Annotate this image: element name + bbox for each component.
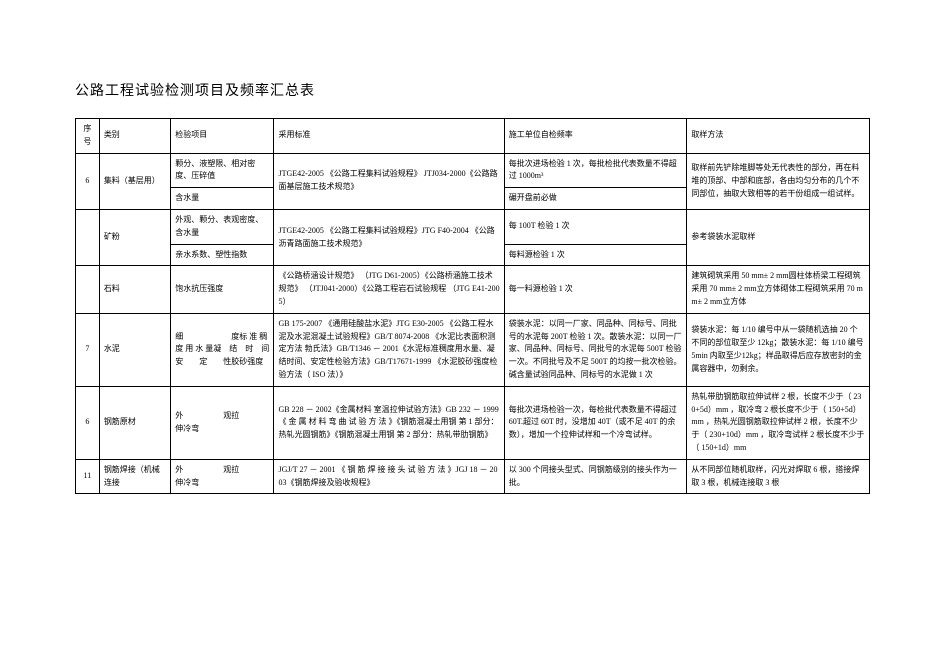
cell-category: 水泥 bbox=[99, 313, 170, 386]
cell-method: 袋装水泥：每 1/10 编号中从一袋随机选抽 20 个不同的部位取至少 12kg… bbox=[687, 313, 870, 386]
cell-seq bbox=[76, 266, 100, 313]
table-row: 11 钢筋焊接（机械连接 外 观拉 伸冷弯 JGJ/T 27 － 2001 《 … bbox=[76, 459, 870, 494]
cell-item: 外 观拉 伸冷弯 bbox=[171, 459, 274, 494]
cell-frequency: 以 300 个同接头型式、同钢筋级别的接头作为一批。 bbox=[504, 459, 687, 494]
table-row: 石料 饱水抗压强度 《公路桥涵设计规范》 （JTG D61-2005）《公路桥涵… bbox=[76, 266, 870, 313]
cell-seq: 6 bbox=[76, 153, 100, 209]
table-row: 6 集料（基层用） 颗分、液塑限、相对密度、压碎值 JTGE42-2005 《公… bbox=[76, 153, 870, 188]
cell-standard: JTGE42-2005 《公路工程集料试验规程》 JTJ034-2000《公路路… bbox=[274, 153, 504, 209]
cell-frequency: 袋装水泥：以同一厂家、同品种、同标号、同批号的水泥每 200T 检验 1 次。散… bbox=[504, 313, 687, 386]
cell-seq bbox=[76, 209, 100, 265]
table-row: 6 钢筋原材 外 观拉 伸冷弯 GB 228 － 2002《金属材料 室温拉伸试… bbox=[76, 386, 870, 459]
page-container: 公路工程试验检测项目及频率汇总表 序号 类别 检验项目 采用标准 施工单位自检频… bbox=[0, 0, 945, 494]
col-header-item: 检验项目 bbox=[171, 119, 274, 154]
cell-category: 钢筋原材 bbox=[99, 386, 170, 459]
cell-item: 含水量 bbox=[171, 188, 274, 210]
cell-standard: JTGE42-2005 《公路工程集料试验规程》JTG F40-2004 《公路… bbox=[274, 209, 504, 265]
cell-standard: GB 175-2007 《通用硅酸盐水泥》JTG E30-2005 《公路工程水… bbox=[274, 313, 504, 386]
cell-category: 矿粉 bbox=[99, 209, 170, 265]
cell-frequency: 碾开盘前必做 bbox=[504, 188, 687, 210]
cell-item: 外观、颗分、表观密度、含水量 bbox=[171, 209, 274, 244]
summary-table: 序号 类别 检验项目 采用标准 施工单位自检频率 取样方法 6 集料（基层用） … bbox=[75, 118, 870, 494]
cell-standard: 《公路桥涵设计规范》 （JTG D61-2005）《公路桥涵施工技术规范》 （J… bbox=[274, 266, 504, 313]
cell-standard: GB 228 － 2002《金属材料 室温拉伸试验方法》GB 232 － 199… bbox=[274, 386, 504, 459]
cell-method: 热轧带肋钢筋取拉伸试样 2 根，长度不少于（ 230+5d）mm ，取冷弯 2 … bbox=[687, 386, 870, 459]
table-header-row: 序号 类别 检验项目 采用标准 施工单位自检频率 取样方法 bbox=[76, 119, 870, 154]
cell-item: 颗分、液塑限、相对密度、压碎值 bbox=[171, 153, 274, 188]
cell-item: 外 观拉 伸冷弯 bbox=[171, 386, 274, 459]
cell-method: 从不同部位随机取样，闪光对焊取 6 根，搭接焊取 3 根，机械连接取 3 根 bbox=[687, 459, 870, 494]
cell-frequency: 每 100T 检验 1 次 bbox=[504, 209, 687, 244]
cell-standard: JGJ/T 27 － 2001 《 钢 筋 焊 接 接 头 试 验 方 法 》J… bbox=[274, 459, 504, 494]
cell-seq: 7 bbox=[76, 313, 100, 386]
cell-frequency: 每批次进场检验 1 次，每批检批代表数量不得超过 1000m³ bbox=[504, 153, 687, 188]
col-header-frequency: 施工单位自检频率 bbox=[504, 119, 687, 154]
cell-frequency: 每批次进场检验一次，每检批代表数量不得超过 60T.超过 60T 时，没增加 4… bbox=[504, 386, 687, 459]
col-header-standard: 采用标准 bbox=[274, 119, 504, 154]
cell-method: 建筑砌筑采用 50 mm± 2 mm圆柱体桥梁工程砌筑采用 70 mm± 2 m… bbox=[687, 266, 870, 313]
cell-item: 饱水抗压强度 bbox=[171, 266, 274, 313]
cell-seq: 11 bbox=[76, 459, 100, 494]
page-title: 公路工程试验检测项目及频率汇总表 bbox=[75, 80, 870, 100]
cell-item: 亲水系数、塑性指数 bbox=[171, 244, 274, 266]
col-header-seq: 序号 bbox=[76, 119, 100, 154]
cell-category: 集料（基层用） bbox=[99, 153, 170, 209]
table-row: 矿粉 外观、颗分、表观密度、含水量 JTGE42-2005 《公路工程集料试验规… bbox=[76, 209, 870, 244]
cell-category: 钢筋焊接（机械连接 bbox=[99, 459, 170, 494]
cell-category: 石料 bbox=[99, 266, 170, 313]
cell-seq: 6 bbox=[76, 386, 100, 459]
cell-frequency: 每料源检验 1 次 bbox=[504, 244, 687, 266]
cell-frequency: 每一料源检验 1 次 bbox=[504, 266, 687, 313]
cell-method: 参考袋装水泥取样 bbox=[687, 209, 870, 265]
cell-item: 细 度标 准 稠 度 用 水 量凝 结 时 间安 定 性胶砂强度 bbox=[171, 313, 274, 386]
col-header-category: 类别 bbox=[99, 119, 170, 154]
cell-method: 取样前先铲除堆脚等处无代表性的部分，再在料堆的顶部、中部和底部，各由均匀分布的几… bbox=[687, 153, 870, 209]
table-row: 7 水泥 细 度标 准 稠 度 用 水 量凝 结 时 间安 定 性胶砂强度 GB… bbox=[76, 313, 870, 386]
col-header-method: 取样方法 bbox=[687, 119, 870, 154]
